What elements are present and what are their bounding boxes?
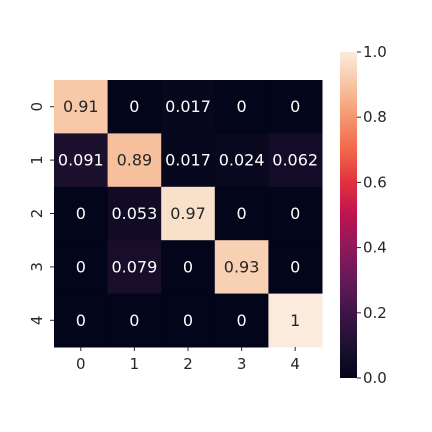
heatmap-cell-r1-c1	[107, 133, 162, 188]
colorbar-tick-label-4: 0.8	[363, 108, 387, 126]
colorbar-gradient	[340, 52, 357, 378]
cell-label-r2-c2: 0.97	[170, 204, 206, 223]
x-tick-label-2: 2	[183, 355, 193, 373]
heatmap-cell-r1-c4	[268, 133, 323, 188]
cell-label-r3-c2: 0	[183, 257, 193, 276]
cell-label-r1-c3: 0.024	[219, 151, 265, 170]
cell-label-r2-c3: 0	[237, 204, 247, 223]
heatmap-cell-r0-c4	[268, 80, 323, 134]
x-tick-label-4: 4	[290, 355, 300, 373]
y-tick-label-3: 3	[28, 262, 46, 272]
heatmap-cell-r0-c2	[161, 80, 216, 134]
heatmap-cell-r4-c4	[268, 293, 323, 348]
y-tick-label-0: 0	[28, 102, 46, 112]
cell-label-r0-c2: 0.017	[165, 97, 211, 116]
x-axis-ticks: 0 1 2 3 4	[76, 347, 300, 373]
heatmap-cell-r3-c0	[54, 240, 109, 295]
cell-label-r2-c4: 0	[290, 204, 300, 223]
cell-label-r1-c2: 0.017	[165, 151, 211, 170]
colorbar-tick-label-3: 0.6	[363, 173, 387, 191]
y-tick-label-4: 4	[28, 316, 46, 326]
heatmap-cell-r3-c1	[107, 240, 162, 295]
cell-label-r4-c0: 0	[76, 311, 86, 330]
heatmap-cells	[54, 80, 323, 348]
heatmap-cell-r0-c3	[214, 80, 269, 134]
cell-label-r1-c4: 0.062	[272, 151, 318, 170]
cell-label-r4-c3: 0	[237, 311, 247, 330]
cell-label-r0-c4: 0	[290, 97, 300, 116]
heatmap-cell-r2-c0	[54, 186, 109, 241]
x-tick-label-0: 0	[76, 355, 86, 373]
heatmap-cell-r4-c3	[214, 293, 269, 348]
cell-label-r2-c0: 0	[76, 204, 86, 223]
heatmap-cell-r2-c4	[268, 186, 323, 241]
colorbar-tick-label-0: 0.0	[363, 369, 387, 387]
cell-label-r0-c3: 0	[237, 97, 247, 116]
cell-label-r3-c1: 0.079	[111, 257, 157, 276]
cell-label-r4-c1: 0	[129, 311, 139, 330]
heatmap-cell-labels: 0.91 0 0.017 0 0 0.091 0.89 0.017 0.024 0.062 0 0.0…	[58, 97, 318, 330]
cell-label-r1-c1: 0.89	[117, 151, 153, 170]
heatmap-cell-r2-c2	[161, 186, 216, 241]
x-tick-label-1: 1	[130, 355, 140, 373]
heatmap-cell-r4-c1	[107, 293, 162, 348]
heatmap-cell-r4-c2	[161, 293, 216, 348]
cell-label-r3-c3: 0.93	[224, 257, 260, 276]
cell-label-r3-c0: 0	[76, 257, 86, 276]
x-tick-label-3: 3	[237, 355, 247, 373]
cell-label-r2-c1: 0.053	[111, 204, 157, 223]
colorbar: 0.0 0.2 0.4 0.6 0.8 1.0	[340, 43, 387, 387]
y-tick-label-1: 1	[28, 155, 46, 165]
cell-label-r3-c4: 0	[290, 257, 300, 276]
colorbar-tick-label-5: 1.0	[363, 43, 387, 61]
y-tick-label-2: 2	[28, 209, 46, 219]
cell-label-r1-c0: 0.091	[58, 151, 104, 170]
heatmap-cell-r4-c0	[54, 293, 109, 348]
heatmap-cell-r0-c0	[54, 80, 109, 134]
cell-label-r4-c2: 0	[183, 311, 193, 330]
colorbar-tick-label-1: 0.2	[363, 304, 387, 322]
colorbar-tick-label-2: 0.4	[363, 239, 387, 257]
heatmap-cell-r1-c3	[214, 133, 269, 188]
cell-label-r4-c4: 1	[290, 311, 300, 330]
cell-label-r0-c1: 0	[129, 97, 139, 116]
heatmap-cell-r3-c2	[161, 240, 216, 295]
cell-label-r0-c0: 0.91	[63, 97, 99, 116]
heatmap-cell-r1-c0	[54, 133, 109, 188]
heatmap-cell-r3-c3	[214, 240, 269, 295]
heatmap-cell-r1-c2	[161, 133, 216, 188]
heatmap-cell-r2-c1	[107, 186, 162, 241]
y-axis-ticks: 0 1 2 3 4	[28, 102, 54, 325]
heatmap-cell-r2-c3	[214, 186, 269, 241]
heatmap-cell-r3-c4	[268, 240, 323, 295]
heatmap-cell-r0-c1	[107, 80, 162, 134]
